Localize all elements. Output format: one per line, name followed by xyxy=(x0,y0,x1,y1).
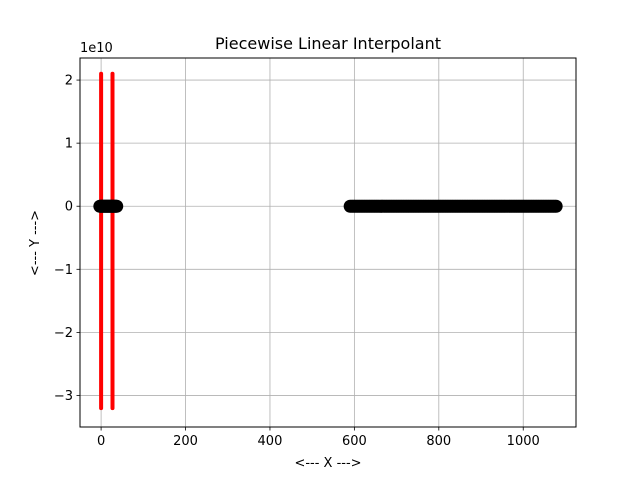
y-tick-label: 1 xyxy=(65,137,73,152)
y-tick-label: −2 xyxy=(54,326,73,341)
ticks: 0 200 400 600 800 1000 −3 −2 −1 0 1 2 xyxy=(54,74,540,449)
x-tick-label: 200 xyxy=(173,434,198,449)
x-tick-label: 600 xyxy=(342,434,367,449)
x-tick-label: 0 xyxy=(97,434,105,449)
x-tick-label: 800 xyxy=(426,434,451,449)
y-tick-label: −3 xyxy=(54,389,73,404)
plot-data xyxy=(93,71,563,411)
x-axis-label: <--- X ---> xyxy=(294,456,361,471)
y-offset-label: 1e10 xyxy=(80,41,113,56)
x-tick-label: 1000 xyxy=(507,434,540,449)
y-tick-label: −1 xyxy=(54,263,73,278)
y-axis-label: <--- Y ---> xyxy=(28,210,43,276)
chart-title: Piecewise Linear Interpolant xyxy=(215,34,441,53)
y-tick-label: 2 xyxy=(65,74,73,89)
data-point xyxy=(110,199,124,213)
plot-frame xyxy=(79,57,577,428)
y-tick-label: 0 xyxy=(65,200,73,215)
data-point xyxy=(549,199,563,213)
x-tick-label: 400 xyxy=(258,434,283,449)
